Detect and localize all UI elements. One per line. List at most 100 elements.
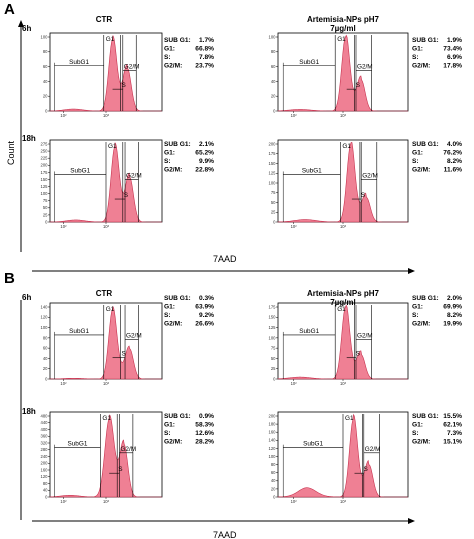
- y-tick-label: 250: [41, 148, 49, 153]
- x-tick-label: 10³: [340, 381, 347, 386]
- stat-value: 7.8%: [199, 54, 214, 61]
- stat-label: G1:: [164, 46, 175, 53]
- stat-label: G1:: [412, 150, 423, 157]
- g1-gate-label: G1: [337, 36, 346, 43]
- stat-label: SUB G1:: [412, 295, 439, 302]
- y-tick-label: 100: [269, 34, 277, 39]
- y-tick-label: 120: [41, 474, 49, 479]
- s-gate-label: S: [122, 82, 126, 89]
- y-tick-label: 150: [269, 315, 277, 320]
- y-tick-label: 240: [41, 454, 49, 459]
- x-tick-label: 10²: [60, 113, 67, 118]
- panel-b-letter: B: [4, 270, 15, 287]
- y-tick-label: 50: [43, 205, 48, 210]
- s-gate-label: S: [364, 466, 368, 473]
- y-tick-label: 20: [43, 94, 48, 99]
- stat-value: 15.1%: [443, 439, 462, 446]
- y-tick-label: 40: [271, 478, 276, 483]
- y-tick-label: 175: [269, 151, 277, 156]
- x-tick-label: 10³: [340, 113, 347, 118]
- y-tick-label: 400: [41, 427, 49, 432]
- stat-label: G1:: [164, 150, 175, 157]
- y-tick-label: 140: [269, 438, 277, 443]
- g2m-gate-label: G2/M: [126, 332, 142, 339]
- y-tick-label: 120: [41, 315, 49, 320]
- y-tick-label: 125: [269, 171, 277, 176]
- y-tick-label: 100: [41, 34, 49, 39]
- stat-value: 8.2%: [447, 158, 462, 165]
- stat-label: G1:: [412, 304, 423, 311]
- g1-gate-label: G1: [108, 143, 117, 150]
- y-tick-label: 140: [41, 304, 49, 309]
- stat-value: 12.6%: [195, 430, 214, 437]
- x-tick-label: 10³: [103, 381, 110, 386]
- y-tick-label: 25: [271, 210, 276, 215]
- condition-title: Artemisia-NPs pH7: [307, 289, 380, 298]
- time-label: 18h: [22, 134, 36, 143]
- y-tick-label: 60: [271, 470, 276, 475]
- 7aad-axis-label-a: 7AAD: [213, 254, 237, 264]
- s-gate-label: S: [122, 351, 126, 358]
- stat-label: G1:: [412, 422, 423, 429]
- y-tick-label: 40: [271, 79, 276, 84]
- histogram-panel: 18h0408012016020024028032036040044048010…: [22, 407, 214, 504]
- stat-value: 63.9%: [195, 304, 214, 311]
- stat-label: G2/M:: [412, 63, 430, 70]
- stat-label: S:: [164, 312, 171, 319]
- g2m-gate-label: G2/M: [362, 172, 378, 179]
- y-tick-label: 275: [41, 141, 49, 146]
- x-tick-label: 10²: [291, 499, 298, 504]
- condition-title: CTR: [96, 289, 113, 298]
- count-axis-label: Count: [6, 140, 16, 165]
- stat-value: 76.2%: [443, 150, 462, 157]
- stat-label: S:: [412, 54, 419, 61]
- x-tick-label: 10³: [103, 224, 110, 229]
- stat-value: 0.9%: [199, 413, 214, 420]
- x-tick-label: 10³: [103, 499, 110, 504]
- stat-value: 22.8%: [195, 167, 214, 174]
- s-gate-label: S: [361, 192, 365, 199]
- y-tick-label: 25: [271, 366, 276, 371]
- g2m-gate-label: G2/M: [365, 446, 381, 453]
- x-tick-label: 10³: [340, 224, 347, 229]
- stat-label: SUB G1:: [412, 141, 439, 148]
- stat-value: 62.1%: [443, 422, 462, 429]
- g1-gate-label: G1: [106, 306, 115, 313]
- stat-value: 7.3%: [447, 430, 462, 437]
- stat-value: 9.9%: [199, 158, 214, 165]
- x-tick-label: 10³: [103, 113, 110, 118]
- y-tick-label: 60: [43, 64, 48, 69]
- stat-value: 66.8%: [195, 46, 214, 53]
- stat-value: 2.1%: [199, 141, 214, 148]
- stat-value: 0.3%: [199, 295, 214, 302]
- stat-label: G1:: [164, 304, 175, 311]
- y-tick-label: 440: [41, 420, 49, 425]
- x-tick-label: 10²: [291, 224, 298, 229]
- condition-concentration: 7µg/ml: [330, 24, 356, 33]
- x-tick-label: 10²: [60, 499, 67, 504]
- subg1-gate-label: SubG1: [69, 328, 89, 335]
- stat-label: S:: [164, 430, 171, 437]
- g2m-gate-label: G2/M: [120, 446, 136, 453]
- stat-label: G2/M:: [164, 439, 182, 446]
- stat-value: 23.7%: [195, 63, 214, 70]
- y-tick-label: 60: [271, 64, 276, 69]
- stat-label: S:: [164, 158, 171, 165]
- y-tick-label: 180: [269, 422, 277, 427]
- s-gate-label: S: [118, 466, 122, 473]
- stat-label: G1:: [412, 46, 423, 53]
- y-tick-label: 150: [269, 161, 277, 166]
- x-tick-label: 10²: [291, 113, 298, 118]
- g1-gate-label: G1: [337, 306, 346, 313]
- subg1-gate-label: SubG1: [70, 167, 90, 174]
- y-tick-label: 50: [271, 200, 276, 205]
- stat-value: 15.5%: [443, 413, 462, 420]
- g1-gate-label: G1: [342, 143, 351, 150]
- subg1-gate-label: SubG1: [299, 328, 319, 335]
- x-tick-label: 10²: [291, 381, 298, 386]
- subg1-gate-label: SubG1: [67, 441, 87, 448]
- stat-label: S:: [412, 312, 419, 319]
- histogram-area: [49, 414, 162, 498]
- stat-label: SUB G1:: [412, 37, 439, 44]
